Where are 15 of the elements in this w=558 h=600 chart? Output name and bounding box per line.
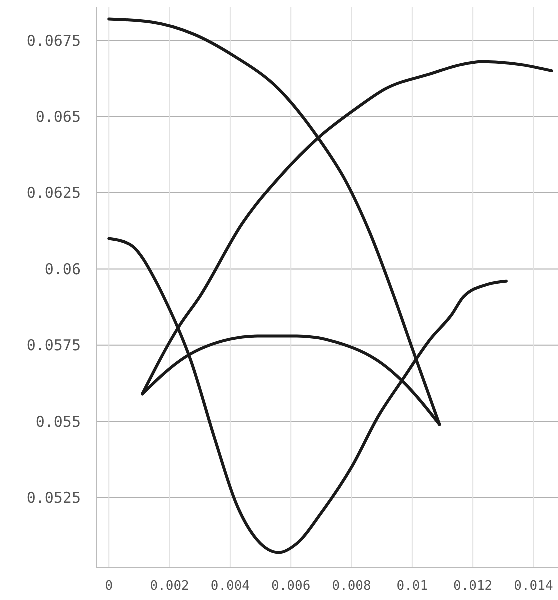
x-tick-label: 0.014 xyxy=(514,579,554,594)
y-tick-label: 0.065 xyxy=(36,108,81,126)
x-tick-label: 0.01 xyxy=(396,579,428,594)
y-tick-label: 0.0525 xyxy=(26,489,81,508)
y-tick-label: 0.0625 xyxy=(26,184,81,202)
x-tick-label: 0.008 xyxy=(332,579,372,594)
x-tick-label: 0.006 xyxy=(272,579,311,594)
x-tick-label: 0.012 xyxy=(454,579,493,594)
y-tick-label: 0.055 xyxy=(36,412,81,431)
y-tick-label: 0.06 xyxy=(44,260,81,278)
y-tick-label: 0.0575 xyxy=(26,336,81,355)
x-tick-label: 0 xyxy=(105,579,114,594)
x-tick-label: 0.004 xyxy=(210,579,250,594)
x-tick-label: 0.002 xyxy=(150,579,190,594)
y-tick-label: 0.0675 xyxy=(26,32,81,50)
